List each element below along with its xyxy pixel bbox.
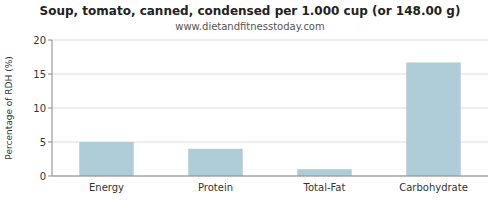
tick-mark xyxy=(48,108,52,109)
bar xyxy=(188,149,243,176)
tick-label: Total-Fat xyxy=(303,182,346,193)
y-axis-line xyxy=(52,40,53,176)
subtitle: www.dietandfitnesstoday.com xyxy=(175,21,324,32)
tick-label: Protein xyxy=(198,182,233,193)
chart: Soup, tomato, canned, condensed per 1.00… xyxy=(0,0,500,200)
tick-label: Energy xyxy=(89,182,124,193)
y-axis: 0 5 10 15 20 xyxy=(33,35,488,182)
bars xyxy=(79,62,461,176)
tick-label: 20 xyxy=(33,35,46,46)
x-axis-line xyxy=(52,176,488,177)
tick-label: 15 xyxy=(33,69,46,80)
tick-label: 0 xyxy=(40,171,46,182)
tick-label: Carbohydrate xyxy=(399,182,468,193)
y-axis-label: Percentage of RDH (%) xyxy=(4,56,14,159)
tick-mark xyxy=(48,74,52,75)
tick-mark xyxy=(48,142,52,143)
grid-line xyxy=(52,176,488,177)
grid-line xyxy=(52,40,488,41)
tick-label: 10 xyxy=(33,103,46,114)
tick-mark xyxy=(48,40,52,41)
tick-mark xyxy=(48,176,52,177)
chart-container: Soup, tomato, canned, condensed per 1.00… xyxy=(0,0,500,200)
tick-label: 5 xyxy=(40,137,46,148)
x-axis: Energy Protein Total-Fat Carbohydrate xyxy=(89,182,468,193)
title: Soup, tomato, canned, condensed per 1.00… xyxy=(40,4,461,18)
bar xyxy=(406,62,461,176)
bar xyxy=(79,142,134,176)
bar xyxy=(297,169,352,176)
